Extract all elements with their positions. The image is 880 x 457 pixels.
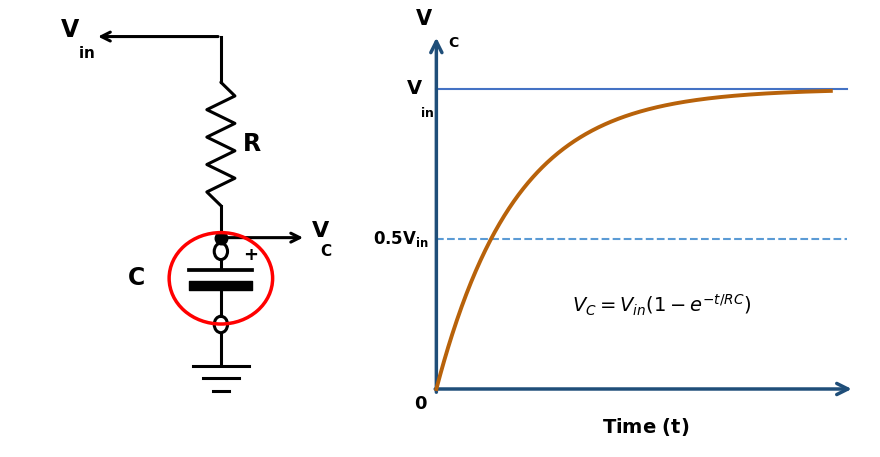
Text: $\mathbf{in}$: $\mathbf{in}$	[421, 106, 435, 120]
Text: $\mathbf{0}$: $\mathbf{0}$	[414, 395, 428, 413]
Text: $\mathbf{V}$: $\mathbf{V}$	[60, 18, 80, 42]
Text: $\mathbf{in}$: $\mathbf{in}$	[77, 44, 94, 61]
Text: $\mathbf{Time\ (t)}$: $\mathbf{Time\ (t)}$	[602, 416, 689, 438]
Text: $\mathbf{C}$: $\mathbf{C}$	[449, 36, 459, 50]
Text: $\mathbf{R}$: $\mathbf{R}$	[243, 132, 262, 156]
Text: $\mathbf{V}$: $\mathbf{V}$	[406, 80, 422, 98]
Text: $\mathbf{0.5V_{in}}$: $\mathbf{0.5V_{in}}$	[372, 229, 429, 249]
Text: $\mathbf{V}$: $\mathbf{V}$	[312, 221, 331, 241]
Text: $\mathbf{C}$: $\mathbf{C}$	[320, 243, 333, 260]
Text: $\mathbf{V}$: $\mathbf{V}$	[415, 9, 434, 29]
Text: $\mathbf{C}$: $\mathbf{C}$	[127, 266, 144, 290]
Text: +: +	[243, 246, 258, 264]
Text: $V_C = V_{in}(1 - e^{-t/RC})$: $V_C = V_{in}(1 - e^{-t/RC})$	[572, 292, 751, 318]
